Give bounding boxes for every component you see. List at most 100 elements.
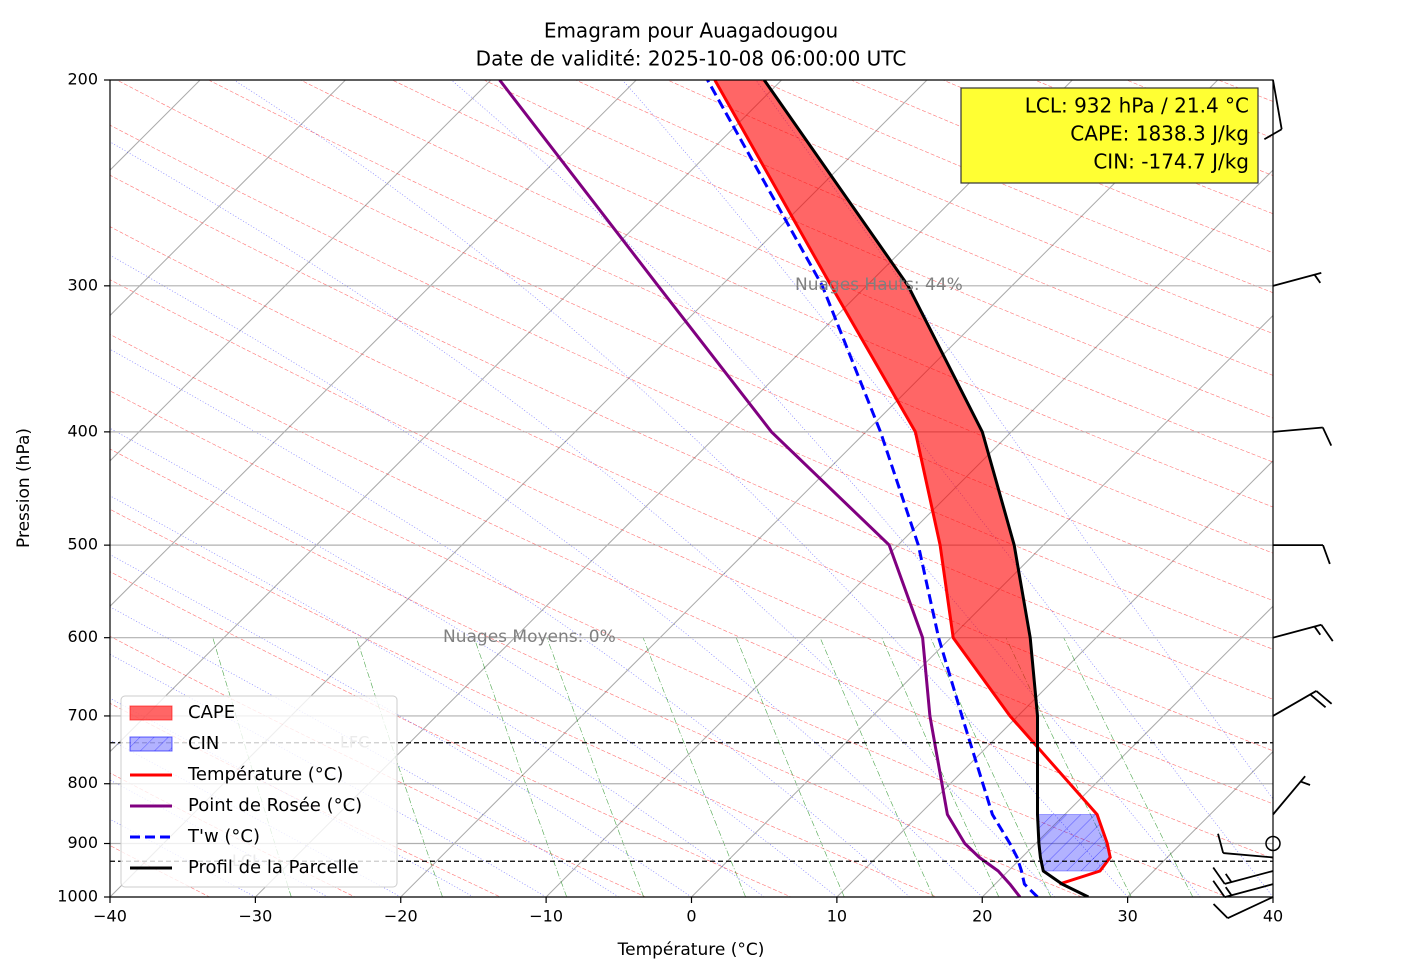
fills: [714, 80, 1111, 872]
y-tick-label: 300: [67, 275, 98, 294]
info-line: LCL: 932 hPa / 21.4 °C: [1025, 94, 1249, 118]
x-tick-label: −10: [529, 907, 563, 926]
y-axis-label: Pression (hPa): [14, 428, 34, 548]
legend-label: CIN: [188, 733, 219, 754]
dry-adiabat: [391, 80, 1273, 463]
moist-adiabat: [110, 427, 838, 897]
dry-adiabat: [110, 508, 938, 897]
profile-line: [498, 80, 1022, 897]
legend-label: Point de Rosée (°C): [188, 795, 362, 816]
skew-line: [981, 605, 1273, 897]
profiles: [498, 80, 1112, 897]
cape-area: [714, 80, 1038, 743]
x-axis-label: Température (°C): [617, 940, 765, 960]
dry-adiabat: [110, 174, 1273, 700]
x-tick-label: 20: [972, 907, 992, 926]
x-tick-label: −40: [93, 907, 127, 926]
skew-line: [400, 80, 1219, 897]
wind-barb: [1212, 880, 1274, 898]
chart-subtitle: Date de validité: 2025-10-08 06:00:00 UT…: [476, 47, 907, 71]
y-tick-label: 900: [67, 833, 98, 852]
x-tick-label: −30: [238, 907, 272, 926]
mixing-ratio-line: [356, 637, 443, 897]
skew-line: [545, 169, 1273, 897]
barb-staff: [1227, 896, 1274, 919]
moist-adiabat: [110, 254, 983, 897]
y-tick-label: 700: [67, 705, 98, 724]
cin-hatch: [1037, 814, 1111, 871]
dry-adiabat: [116, 80, 1273, 601]
y-tick-label: 200: [67, 70, 98, 89]
legend-swatch: [129, 705, 173, 721]
info-box-background: [960, 87, 1259, 184]
skew-line: [110, 80, 347, 317]
info-line: CIN: -174.7 J/kg: [1093, 150, 1249, 174]
y-tick-label: 1000: [57, 887, 98, 906]
barb-feather: [1217, 833, 1225, 854]
dry-adiabat: [110, 279, 1273, 805]
barb-staff: [1272, 272, 1322, 287]
barb-feather: [1322, 544, 1331, 565]
barb-feather: [1212, 880, 1226, 898]
calm-circle: [1265, 835, 1281, 852]
profile-line: [762, 80, 1090, 897]
mixing-ratio-line: [819, 637, 934, 897]
dry-adiabat: [574, 80, 1273, 376]
skew-line: [110, 80, 492, 462]
barb-staff: [1272, 623, 1322, 639]
barb-half-feather: [1313, 626, 1322, 636]
barb-feather: [1212, 903, 1229, 919]
barb-half-feather: [1313, 274, 1322, 284]
legend-box: [120, 695, 398, 888]
moist-adiabat: [110, 141, 1056, 897]
wind-barb: [1217, 833, 1274, 859]
barb-staff: [1223, 852, 1274, 859]
legend: CAPE CIN Température (°C) Point de Rosée (°…: [120, 695, 398, 888]
legend-label: T'w (°C): [187, 826, 260, 847]
annotation: Nuages Moyens: 0%: [443, 627, 616, 647]
barb-feather: [1321, 427, 1333, 447]
x-tick-label: 10: [827, 907, 847, 926]
barb-feather: [1309, 693, 1327, 708]
barb-staff: [1272, 426, 1323, 433]
wind-barb: [1272, 272, 1322, 287]
x-tick-label: 0: [686, 907, 696, 926]
barb-feather: [1320, 624, 1334, 642]
barb-half-feather: [1224, 873, 1233, 883]
y-tick-label: 600: [67, 627, 98, 646]
dry-adiabat: [110, 448, 1083, 897]
skew-line: [0, 0, 2, 897]
wind-barb: [1272, 623, 1334, 642]
x-tick-label: −20: [384, 907, 418, 926]
wind-barb: [1272, 775, 1311, 816]
barb-half-feather: [1224, 886, 1233, 896]
mixing-ratio-line: [18, 638, 87, 897]
legend-label: Profil de la Parcelle: [188, 857, 359, 878]
profile-line: [713, 80, 1112, 886]
wind-barb: [1212, 896, 1274, 919]
wind-barb: [1212, 867, 1274, 885]
x-tick-label: 30: [1117, 907, 1137, 926]
dry-adiabat: [299, 80, 1273, 508]
wind-barb: [1263, 79, 1283, 141]
y-tick-label: 800: [67, 773, 98, 792]
y-tick-label: 400: [67, 421, 98, 440]
moist-adiabat: [450, 80, 1201, 897]
barb-staff: [1224, 883, 1274, 898]
mixing-ratio-line: [735, 637, 845, 897]
wind-barb: [1265, 835, 1281, 852]
wind-barb: [1272, 426, 1333, 447]
skew-line: [691, 314, 1273, 897]
info-box: LCL: 932 hPa / 21.4 °C CAPE: 1838.3 J/kg C…: [960, 87, 1259, 184]
dry-adiabat: [110, 334, 1273, 859]
mixing-ratio-line: [473, 637, 567, 897]
y-tick-label: 500: [67, 535, 98, 554]
moist-adiabat: [233, 80, 1128, 897]
chart-title: Emagram pour Auagadougou: [544, 19, 838, 43]
dry-adiabat: [110, 635, 647, 897]
barb-staff: [1224, 870, 1274, 885]
skew-line: [1272, 896, 1273, 897]
